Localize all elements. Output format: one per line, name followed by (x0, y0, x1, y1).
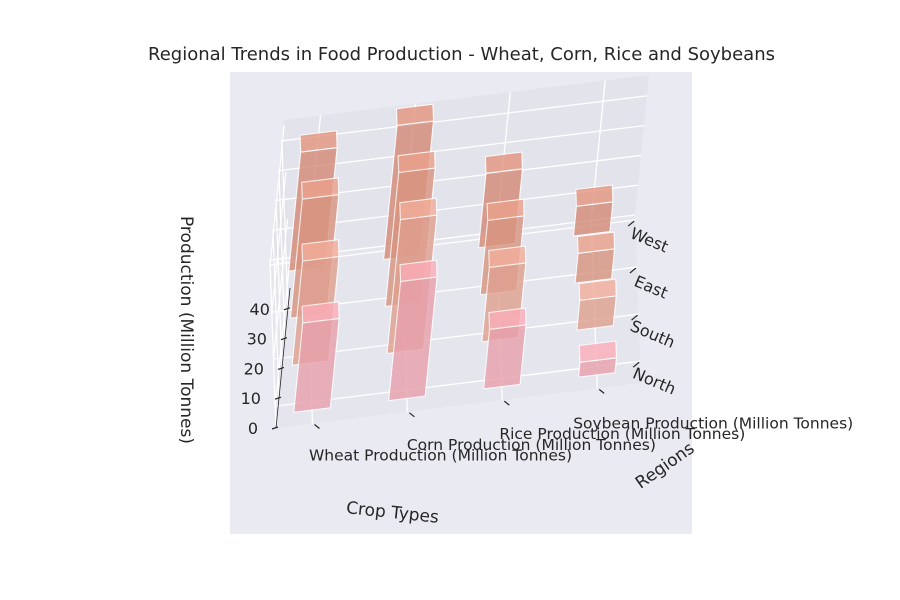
z-axis: 0 10 20 30 40 (241, 287, 291, 438)
x-tick (409, 412, 415, 418)
x-tick (598, 388, 605, 394)
bar-north-1 (388, 259, 438, 402)
z-tick-label: 10 (241, 389, 261, 408)
x-tick-label: Rice Production (Million Tonnes) (499, 425, 745, 443)
x-tick-label: Wheat Production (Million Tonnes) (309, 447, 572, 465)
z-grid-line (278, 124, 645, 339)
y-tick (631, 314, 638, 321)
y-tick (627, 220, 635, 227)
z-tick-label: 0 (248, 419, 258, 438)
z-tick (283, 307, 291, 311)
y-tick (629, 267, 637, 274)
chart-title: Regional Trends in Food Production - Whe… (148, 44, 775, 65)
x-tick (503, 400, 510, 406)
z-tick (280, 337, 288, 341)
x-tick-label: Soybean Production (Million Tonnes) (573, 414, 853, 432)
y-tick (632, 361, 640, 368)
z-tick-label: 20 (244, 359, 264, 378)
floor-pane (270, 215, 641, 428)
z-axis-line (275, 287, 291, 429)
axis-panes (270, 75, 649, 428)
x-tick (314, 424, 320, 429)
z-tick-label: 40 (250, 300, 270, 319)
back-pane (270, 75, 649, 260)
z-tick (271, 426, 279, 430)
z-axis-label: Production (Million Tonnes) (176, 216, 196, 444)
bar-north-2 (483, 307, 527, 390)
z-grid-line (281, 95, 647, 309)
bar-north-3 (577, 340, 618, 378)
z-tick (274, 396, 282, 400)
bar-north-0 (293, 301, 340, 413)
bars-group (288, 103, 618, 413)
bar-east-3 (574, 231, 616, 284)
x-tick-label: Corn Production (Million Tonnes) (407, 436, 656, 454)
x-axis: Wheat Production (Million Tonnes)Corn Pr… (309, 388, 853, 465)
z-tick (277, 366, 285, 370)
z-tick-label: 30 (247, 330, 267, 349)
bar-west-3 (572, 184, 614, 237)
bar-south-3 (576, 278, 617, 331)
